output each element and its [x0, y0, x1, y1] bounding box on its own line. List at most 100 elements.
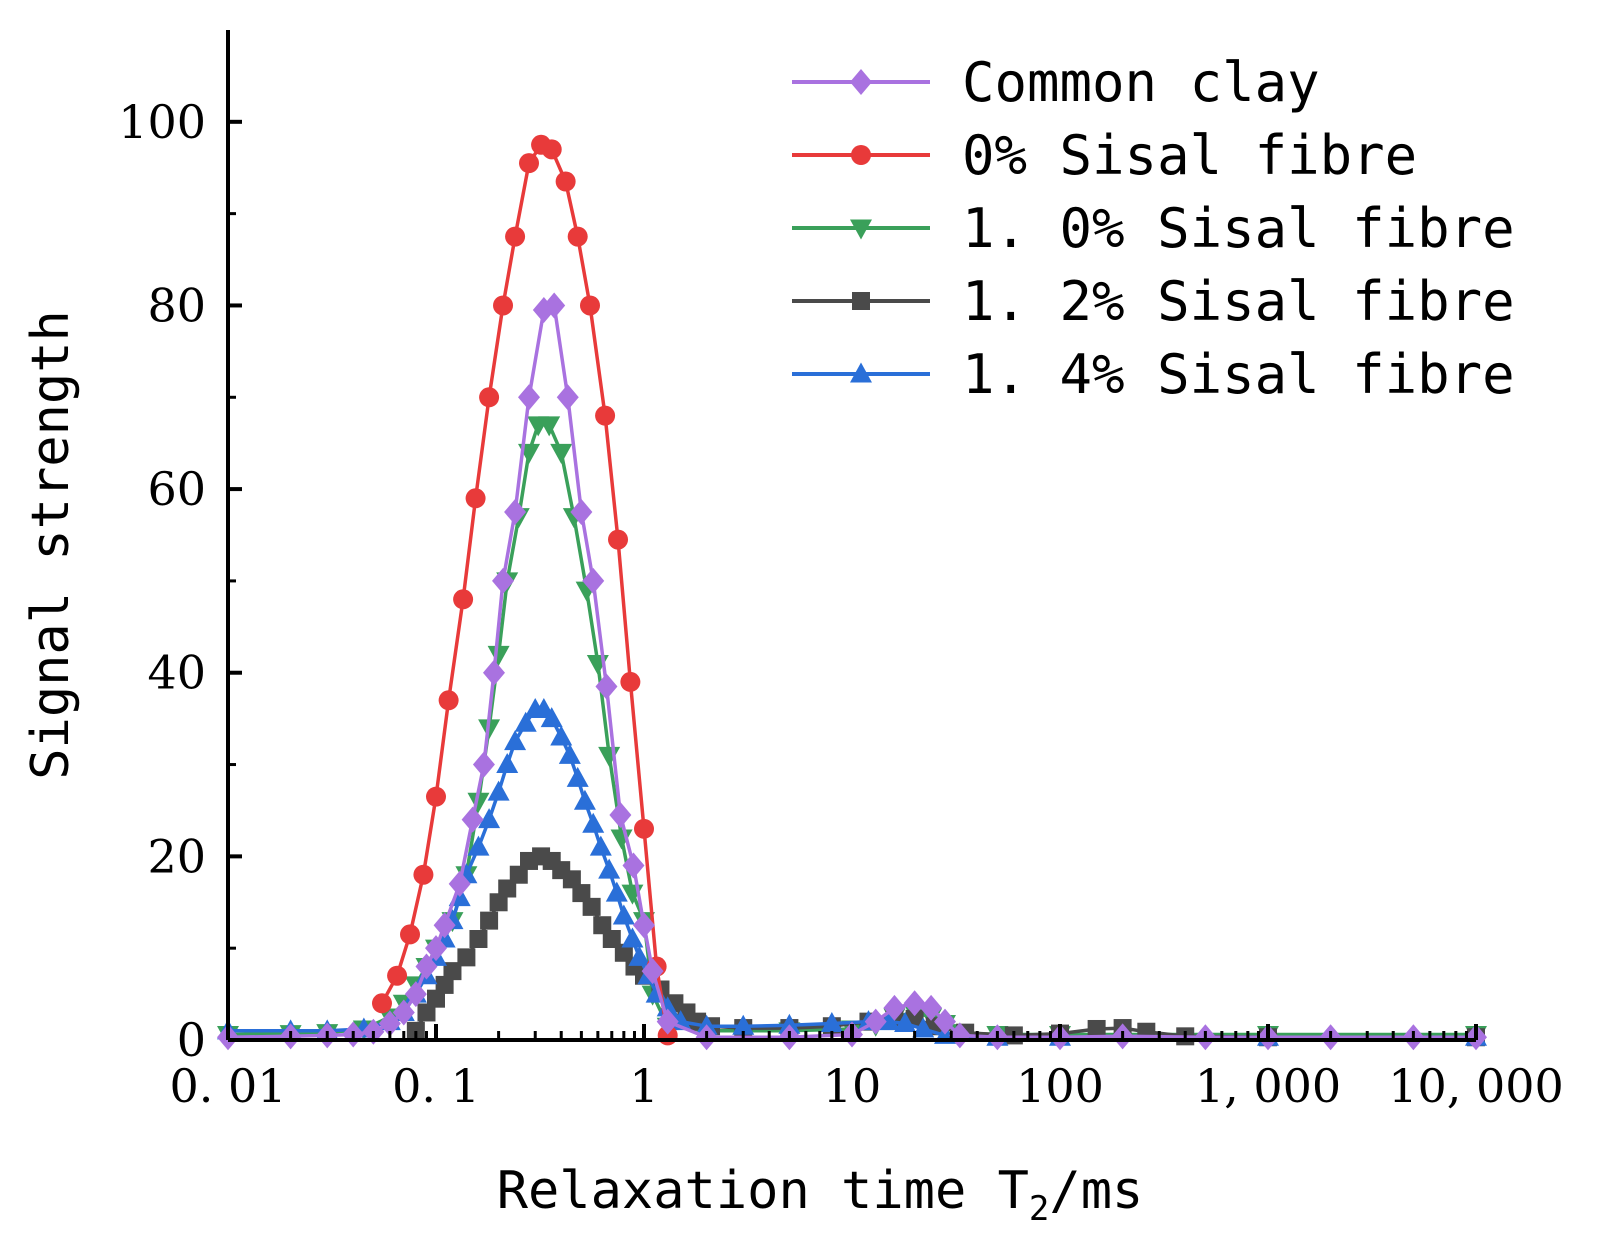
y-tick-label: 40 [147, 646, 206, 700]
legend-label: 1. 2% Sisal fibre [962, 270, 1515, 333]
data-point [496, 753, 519, 774]
data-point [605, 881, 628, 902]
data-point [371, 993, 392, 1014]
data-point [541, 139, 562, 160]
legend-marker [850, 362, 872, 383]
x-tick-label: 1, 000 [1195, 1059, 1341, 1113]
data-point [448, 870, 471, 897]
data-point [435, 975, 454, 994]
data-point [438, 690, 459, 711]
data-point [489, 893, 508, 912]
data-point [406, 1021, 425, 1040]
data-point [608, 529, 629, 550]
data-point [493, 295, 514, 316]
data-point [479, 387, 500, 408]
data-point [415, 953, 438, 980]
x-tick-label: 0. 1 [392, 1059, 480, 1113]
data-point [417, 1003, 436, 1022]
y-tick-label: 0 [177, 1013, 206, 1067]
legend-marker [850, 219, 872, 240]
data-point [478, 808, 501, 829]
legend-label: 1. 4% Sisal fibre [962, 343, 1515, 406]
data-point [620, 671, 641, 692]
data-point [621, 927, 644, 948]
x-tick-label: 1 [629, 1059, 658, 1113]
y-axis-title: Signal strength [21, 310, 81, 780]
data-point [427, 989, 445, 1008]
data-point [498, 879, 517, 898]
data-point [443, 962, 462, 981]
data-point [558, 743, 581, 764]
data-point [425, 935, 447, 962]
data-point [550, 443, 573, 464]
data-point [582, 897, 601, 916]
data-point [457, 948, 476, 967]
x-axis-title-unit: /ms [1049, 1161, 1143, 1221]
legend-item-1-2-sisal-fibre: 1. 2% Sisal fibre [792, 270, 1515, 333]
data-point [487, 780, 510, 801]
legend-item-0-sisal-fibre: 0% Sisal fibre [792, 124, 1417, 187]
data-point [912, 1017, 935, 1038]
data-point [920, 994, 943, 1021]
x-axis-title: Relaxation time T2/ms [497, 1161, 1144, 1229]
data-point [566, 766, 589, 787]
data-point [579, 295, 600, 316]
legend-marker [851, 145, 871, 165]
data-point [641, 958, 664, 985]
data-point [778, 1013, 801, 1034]
data-point [433, 912, 456, 939]
data-point [1087, 1019, 1106, 1038]
data-point [570, 499, 593, 526]
data-point [903, 990, 926, 1017]
data-point [573, 789, 596, 810]
data-point [472, 751, 495, 778]
legend-item-1-0-sisal-fibre: 1. 0% Sisal fibre [792, 197, 1515, 260]
data-point [540, 707, 563, 728]
x-tick-label: 10, 000 [1388, 1059, 1564, 1113]
data-point [593, 916, 612, 935]
data-point [562, 870, 581, 889]
data-point [467, 835, 490, 856]
series-0-sisal-fibre [371, 134, 678, 1046]
legend-label: Common clay [962, 51, 1320, 114]
data-point [467, 792, 490, 813]
data-point [461, 806, 484, 833]
legend: Common clay 0% Sisal fibre 1. 0% Sisal fib… [792, 51, 1515, 406]
data-point [453, 589, 474, 610]
data-point [582, 567, 605, 594]
data-point [518, 384, 541, 411]
data-point [614, 943, 633, 962]
legend-marker [852, 292, 870, 310]
data-point [492, 567, 515, 594]
data-point [595, 673, 618, 700]
data-point [413, 864, 434, 885]
data-point [864, 1008, 887, 1035]
data-point [392, 999, 415, 1026]
x-tick-label: 10 [823, 1059, 882, 1113]
data-point [633, 912, 655, 939]
data-point [622, 852, 645, 879]
y-tick-label: 100 [118, 95, 206, 149]
data-point [504, 499, 527, 526]
x-axis-title-subscript: 2 [1029, 1189, 1049, 1229]
data-point [820, 1011, 843, 1032]
x-axis-title-main: Relaxation time T [497, 1161, 1029, 1221]
data-point [894, 1011, 917, 1032]
data-point [589, 835, 612, 856]
data-point [400, 924, 421, 945]
y-tick-label: 80 [147, 278, 206, 332]
data-point [732, 1014, 755, 1035]
data-point [634, 818, 654, 839]
data-point [505, 226, 526, 247]
data-point [883, 994, 906, 1021]
data-point [514, 711, 537, 732]
y-tick-label: 20 [147, 829, 206, 883]
legend-label: 1. 0% Sisal fibre [962, 197, 1515, 260]
data-point [465, 488, 486, 509]
data-point [378, 1010, 401, 1037]
legend-marker [850, 69, 872, 95]
data-point [598, 746, 621, 767]
data-point [555, 171, 576, 192]
series-line-0-sisal-fibre [380, 143, 670, 1036]
legend-label: 0% Sisal fibre [962, 124, 1417, 187]
